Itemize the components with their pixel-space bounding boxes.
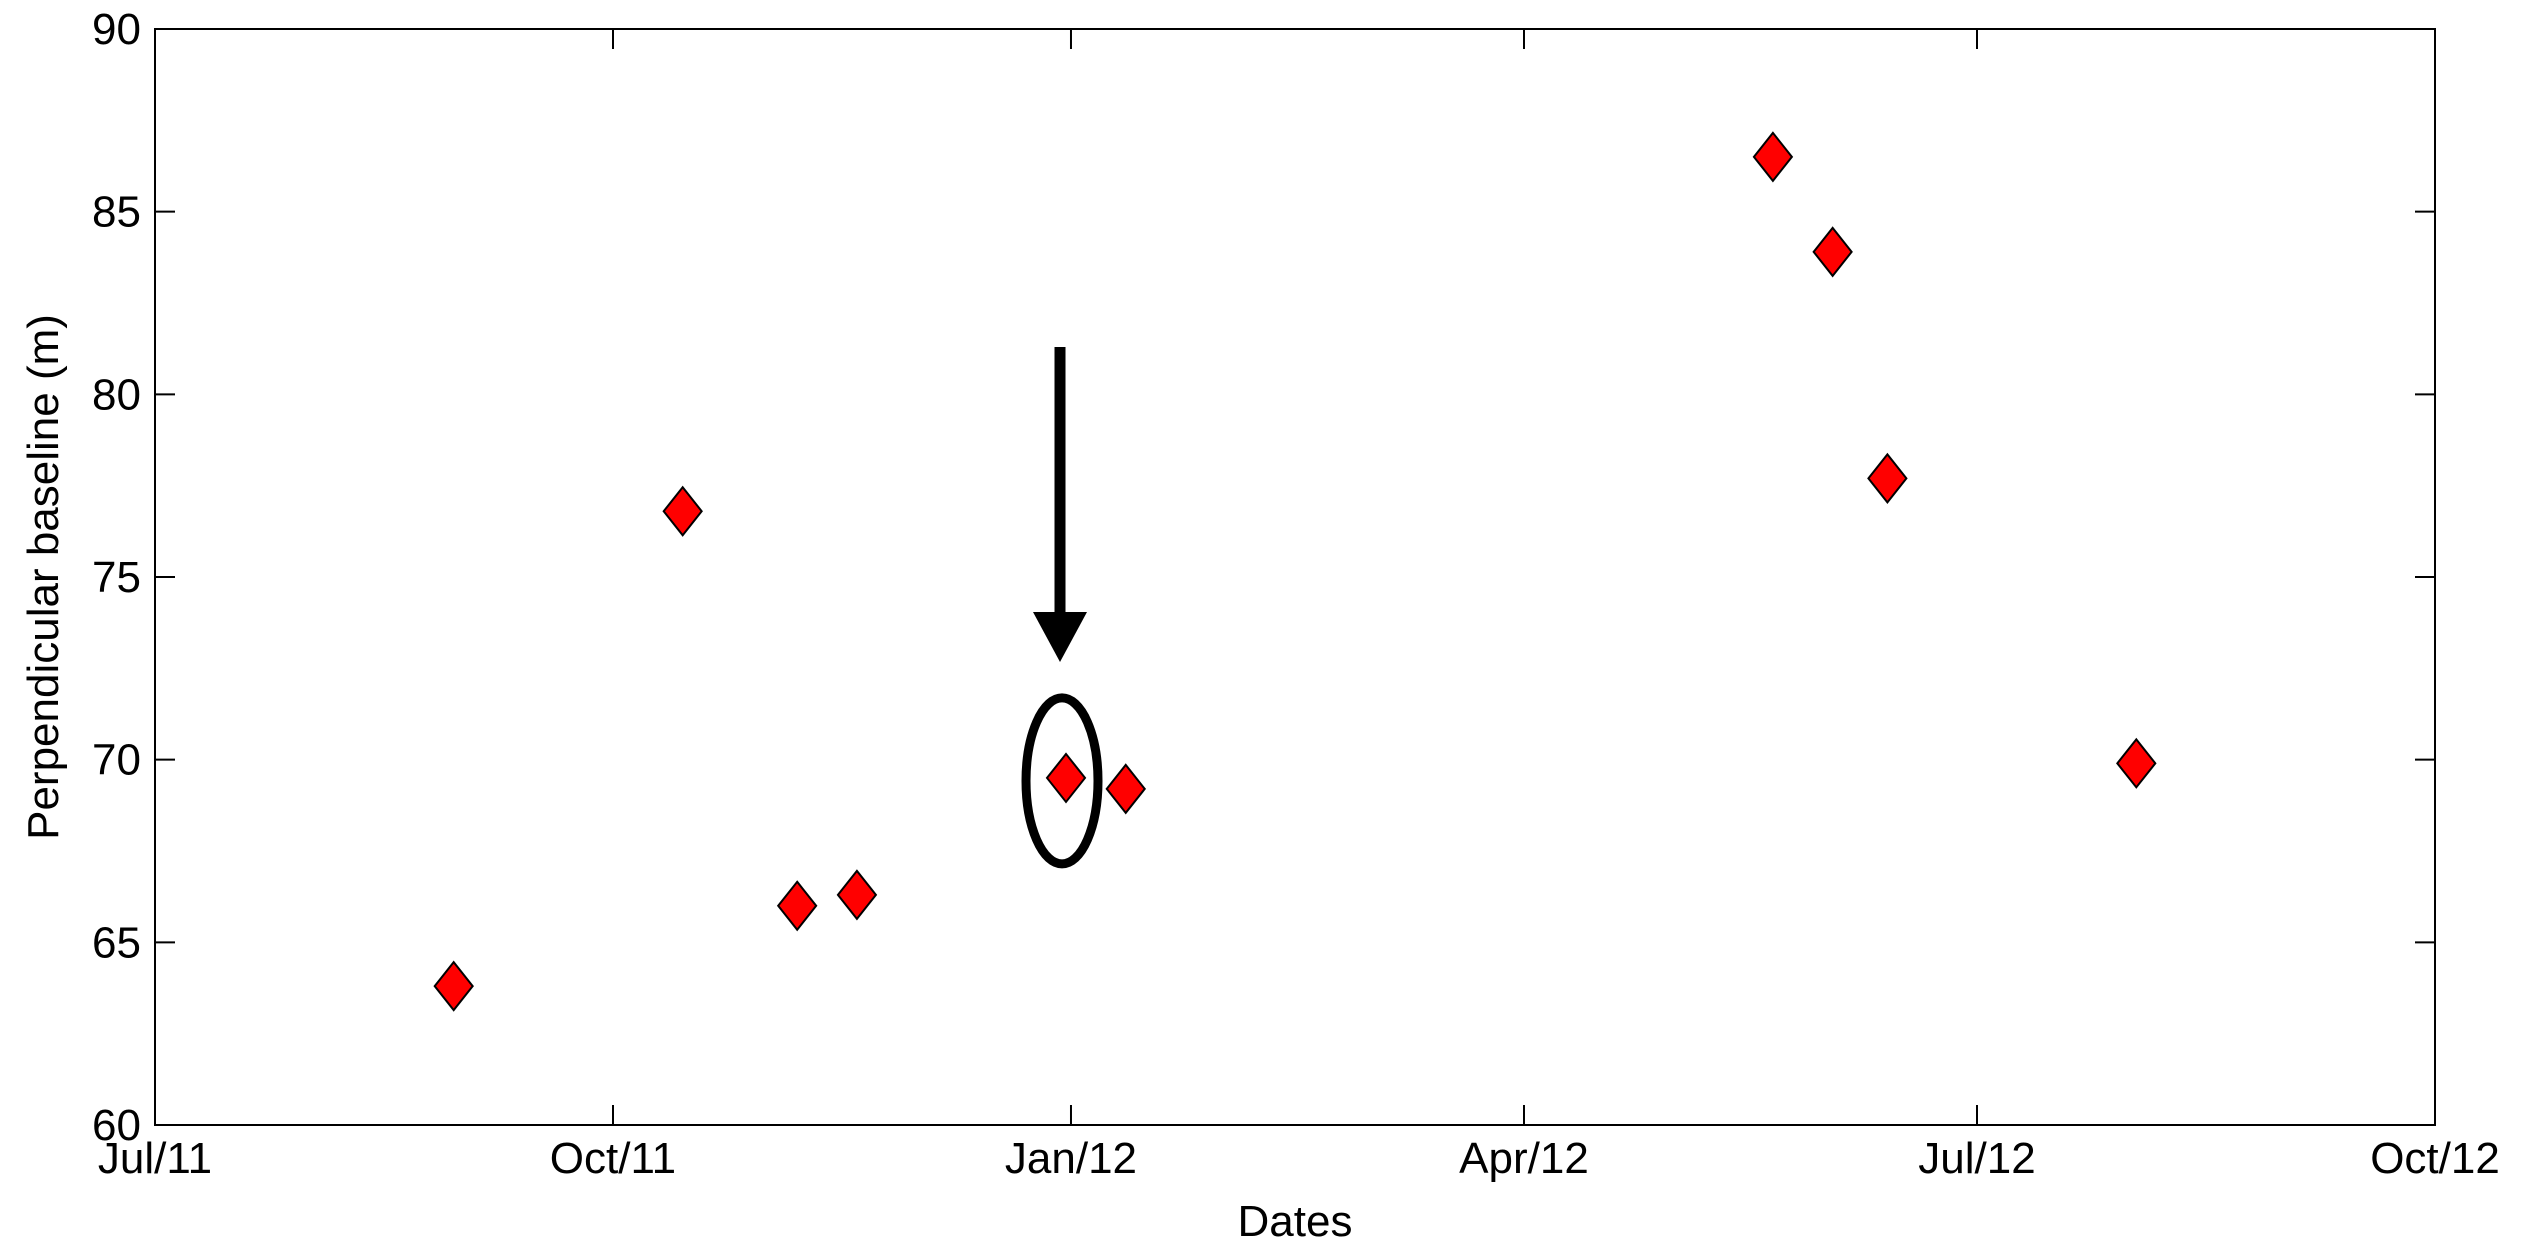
highlight-ellipse [1021, 693, 1103, 869]
x-tick-label: Jul/11 [98, 1134, 212, 1183]
x-tick-label: Jan/12 [1005, 1134, 1137, 1183]
y-tick-label: 70 [92, 736, 141, 785]
x-tick-label: Oct/12 [2370, 1134, 2500, 1183]
highlight-annotation [1021, 347, 1103, 869]
data-point [2116, 737, 2157, 789]
highlight-arrow-head [1033, 612, 1088, 662]
data-point [836, 869, 878, 921]
x-tick-label: Jul/12 [1918, 1134, 2035, 1183]
x-axis-label: Dates [1238, 1197, 1353, 1242]
x-tick-label: Oct/11 [550, 1134, 676, 1183]
data-point [1045, 752, 1087, 804]
y-axis-label: Perpendicular baseline (m) [19, 314, 68, 840]
data-point [1105, 763, 1147, 815]
y-axis: 60 65 70 75 80 85 90 [92, 5, 2435, 1150]
data-point [662, 485, 703, 537]
y-tick-label: 85 [92, 188, 141, 237]
y-tick-label: 90 [92, 5, 141, 54]
data-point [1867, 452, 1908, 504]
data-point [433, 960, 474, 1012]
data-point [1812, 226, 1853, 278]
y-tick-label: 60 [92, 1101, 141, 1150]
plot-area [154, 28, 2436, 1126]
y-tick-label: 75 [92, 553, 141, 602]
data-points [433, 131, 2157, 1012]
y-tick-label: 65 [92, 918, 141, 967]
data-point [1752, 131, 1794, 183]
x-axis: Jul/11 Oct/11 Jan/12 Apr/12 Jul/12 Oct/12 [98, 29, 2500, 1183]
x-tick-label: Apr/12 [1459, 1134, 1589, 1183]
y-tick-label: 80 [92, 370, 141, 419]
data-point [776, 880, 818, 932]
